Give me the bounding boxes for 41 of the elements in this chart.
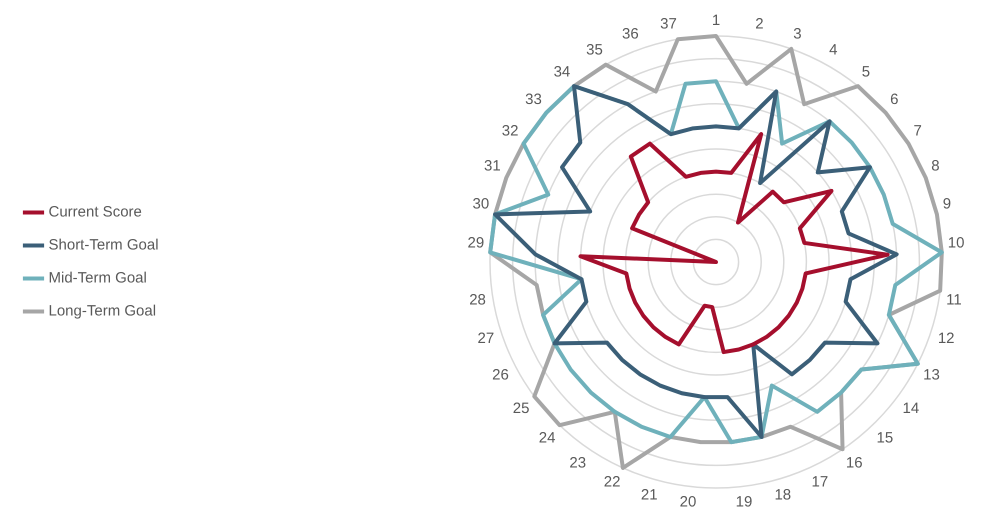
spoke-label: 21 bbox=[640, 486, 658, 504]
legend-label: Mid-Term Goal bbox=[48, 270, 147, 287]
spoke-label: 34 bbox=[554, 64, 570, 81]
spoke-label: 24 bbox=[538, 430, 556, 447]
spoke-label: 8 bbox=[931, 158, 940, 175]
legend-label: Long-Term Goal bbox=[48, 302, 156, 320]
spoke-label: 10 bbox=[948, 234, 964, 252]
spoke-label: 1 bbox=[712, 12, 720, 30]
spoke-label: 23 bbox=[569, 454, 586, 472]
spoke-label: 29 bbox=[468, 234, 484, 252]
spoke-label: 15 bbox=[876, 430, 894, 447]
spoke-label: 19 bbox=[736, 493, 752, 510]
spoke-label: 2 bbox=[755, 15, 764, 32]
spoke-label: 30 bbox=[472, 195, 490, 212]
spoke-label: 25 bbox=[512, 400, 530, 418]
spoke-label: 16 bbox=[846, 454, 863, 472]
spoke-label: 7 bbox=[914, 122, 922, 140]
spoke-label: 9 bbox=[942, 195, 952, 212]
spoke-label: 4 bbox=[829, 42, 838, 59]
spoke-label: 28 bbox=[469, 292, 486, 309]
spoke-label: 13 bbox=[923, 366, 940, 384]
spoke-label: 36 bbox=[622, 25, 639, 42]
legend-label: Current Score bbox=[48, 204, 142, 221]
spoke-label: 27 bbox=[477, 330, 494, 348]
spoke-label: 22 bbox=[604, 474, 620, 491]
spoke-label: 20 bbox=[680, 493, 696, 510]
spoke-label: 11 bbox=[946, 292, 962, 309]
spoke-label: 32 bbox=[502, 122, 518, 140]
spoke-label: 3 bbox=[793, 25, 802, 42]
spoke-label: 17 bbox=[812, 474, 828, 491]
spoke-label: 14 bbox=[902, 400, 920, 418]
spoke-label: 35 bbox=[586, 42, 603, 59]
spoke-label: 26 bbox=[492, 366, 509, 384]
spoke-label: 33 bbox=[525, 90, 542, 108]
spoke-label: 6 bbox=[890, 90, 898, 108]
spoke-label: 5 bbox=[862, 64, 870, 81]
spoke-label: 31 bbox=[484, 158, 501, 175]
spoke-label: 18 bbox=[774, 486, 792, 504]
legend-label: Short-Term Goal bbox=[48, 236, 159, 254]
spoke-label: 37 bbox=[660, 15, 677, 32]
spoke-label: 12 bbox=[938, 330, 955, 348]
